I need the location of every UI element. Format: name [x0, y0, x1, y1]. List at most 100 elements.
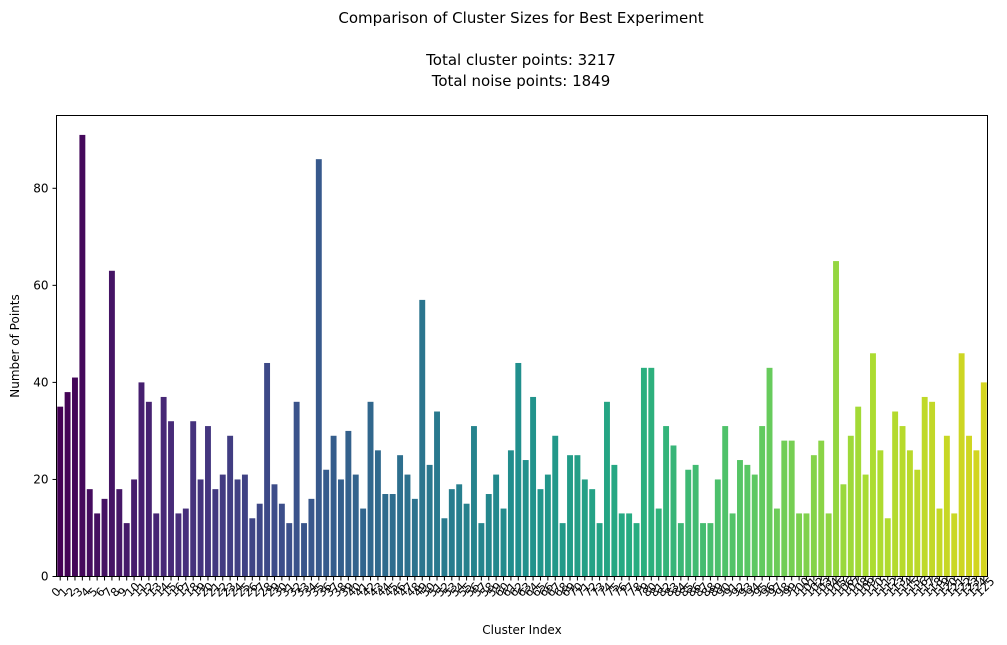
- bar-cluster-52: [441, 518, 448, 577]
- bar-cluster-12: [145, 401, 152, 577]
- bar-cluster-123: [966, 435, 972, 577]
- bar-cluster-61: [507, 450, 514, 577]
- bar-cluster-42: [367, 401, 374, 577]
- bar-cluster-92: [737, 460, 743, 577]
- bar-cluster-73: [596, 523, 603, 577]
- bar-cluster-11: [138, 382, 145, 577]
- bar-cluster-95: [759, 426, 766, 577]
- title-line-1: Comparison of Cluster Sizes for Best Exp…: [338, 9, 703, 27]
- bar-cluster-58: [485, 494, 492, 577]
- bar-cluster-55: [463, 503, 470, 577]
- bar-cluster-84: [677, 523, 684, 577]
- bar-cluster-5: [94, 513, 101, 577]
- bar-cluster-80: [648, 367, 655, 577]
- bar-cluster-117: [921, 396, 928, 577]
- bar-cluster-125: [980, 382, 987, 577]
- bar-cluster-112: [884, 518, 891, 577]
- bar-cluster-59: [493, 474, 500, 577]
- bar-cluster-31: [286, 523, 293, 577]
- bar-cluster-37: [330, 435, 337, 577]
- bar-cluster-81: [655, 508, 662, 577]
- bar-cluster-63: [522, 460, 529, 577]
- bar-cluster-97: [773, 508, 780, 577]
- bar-cluster-7: [108, 270, 115, 577]
- y-axis-label: Number of Points: [8, 294, 22, 397]
- bar-cluster-76: [618, 513, 625, 577]
- bar-cluster-124: [973, 450, 980, 577]
- bar-cluster-107: [847, 435, 854, 577]
- bar-cluster-50: [426, 464, 433, 577]
- bar-cluster-98: [781, 440, 788, 577]
- bar-cluster-102: [810, 455, 817, 577]
- bar-cluster-18: [190, 421, 197, 577]
- bar-cluster-9: [123, 523, 130, 577]
- bar-cluster-29: [271, 484, 278, 577]
- bar-cluster-122: [958, 353, 965, 577]
- bar-cluster-113: [892, 411, 899, 577]
- bar-cluster-111: [877, 450, 884, 577]
- bar-cluster-20: [205, 426, 211, 577]
- bar-cluster-85: [685, 469, 692, 577]
- bar-cluster-94: [751, 474, 758, 577]
- bar-cluster-60: [500, 508, 507, 577]
- bar-cluster-114: [899, 426, 906, 577]
- bar-cluster-106: [840, 484, 847, 577]
- bar-cluster-72: [589, 489, 596, 577]
- bar-cluster-70: [574, 455, 581, 577]
- bar-cluster-2: [72, 377, 78, 577]
- y-tick-label: 60: [33, 278, 48, 292]
- bar-cluster-39: [345, 430, 352, 577]
- bar-cluster-56: [471, 426, 477, 577]
- bar-cluster-34: [308, 498, 315, 577]
- bar-cluster-99: [788, 440, 795, 577]
- bar-cluster-35: [315, 159, 322, 577]
- bar-cluster-69: [567, 455, 573, 577]
- bar-cluster-121: [951, 513, 958, 577]
- bar-cluster-25: [241, 474, 248, 577]
- bar-cluster-103: [818, 440, 825, 577]
- bar-cluster-100: [796, 513, 803, 577]
- y-tick-label: 80: [33, 181, 48, 195]
- bar-cluster-65: [537, 489, 544, 577]
- bar-cluster-115: [906, 450, 913, 577]
- bar-cluster-89: [714, 479, 721, 577]
- y-tick-label: 20: [33, 472, 48, 486]
- title-line-4: Total noise points: 1849: [431, 72, 611, 90]
- bar-cluster-104: [825, 513, 832, 577]
- bar-cluster-1: [64, 392, 71, 577]
- bar-cluster-15: [168, 421, 174, 577]
- plot-frame: [56, 115, 988, 577]
- bar-cluster-118: [929, 401, 936, 577]
- bar-cluster-57: [478, 523, 485, 577]
- bar-cluster-16: [175, 513, 182, 577]
- bar-cluster-38: [338, 479, 344, 577]
- chart-title: Comparison of Cluster Sizes for Best Exp…: [338, 9, 703, 90]
- bar-cluster-119: [936, 508, 943, 577]
- bar-cluster-17: [182, 508, 189, 577]
- bar-cluster-75: [611, 464, 618, 577]
- bar-cluster-0: [57, 406, 64, 577]
- bar-cluster-93: [744, 464, 751, 577]
- bar-cluster-24: [234, 479, 241, 577]
- bar-cluster-36: [323, 469, 330, 577]
- bar-cluster-43: [374, 450, 381, 577]
- bar-cluster-13: [153, 513, 160, 577]
- bar-cluster-33: [301, 523, 307, 577]
- bar-cluster-26: [249, 518, 256, 577]
- bar-cluster-82: [663, 426, 670, 577]
- y-axis: 0 20 40 60 80: [33, 181, 57, 584]
- bar-cluster-6: [101, 498, 108, 577]
- bar-cluster-110: [870, 353, 876, 577]
- bar-cluster-44: [382, 494, 389, 577]
- bar-cluster-45: [389, 494, 396, 577]
- bar-cluster-74: [604, 401, 610, 577]
- y-tick-label: 0: [41, 570, 49, 584]
- bar-cluster-22: [219, 474, 226, 577]
- bar-cluster-101: [803, 513, 810, 577]
- bar-cluster-4: [86, 489, 93, 577]
- bar-cluster-77: [626, 513, 633, 577]
- bar-cluster-41: [360, 508, 367, 577]
- bar-cluster-28: [264, 362, 271, 577]
- bar-cluster-62: [515, 362, 522, 577]
